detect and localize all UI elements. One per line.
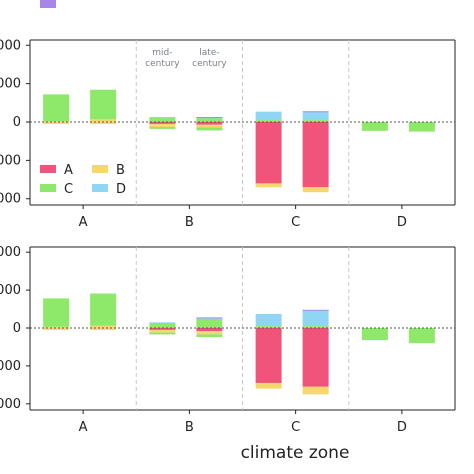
y-tick-label: 000 (0, 397, 21, 412)
y-tick-label: 000 (0, 38, 21, 53)
y-tick-label: 0 (13, 115, 21, 130)
bar-segment-A (196, 328, 223, 332)
legend-swatch (40, 165, 56, 173)
bar-segment-C (408, 328, 435, 344)
bar-segment-B (196, 125, 223, 128)
bar-segment-C (196, 118, 223, 122)
bar-segment-A (149, 122, 176, 124)
bar-segment-C (43, 298, 70, 327)
bar-segment-B (149, 329, 176, 332)
bar-segment-B (149, 125, 176, 127)
bar-segment-C (361, 328, 388, 341)
legend-swatch (40, 0, 56, 8)
bar-segment-A (255, 122, 282, 184)
bar-segment-D (149, 322, 176, 324)
period-annotation: century (145, 59, 180, 69)
bar-segment-E (196, 117, 223, 119)
bar-segment-E (302, 111, 329, 113)
x-tick-label: A (79, 215, 88, 230)
bar-segment-C (302, 120, 329, 122)
bar-segment-A (302, 122, 329, 188)
legend-label: A (64, 163, 73, 178)
bar-segment-C (196, 334, 223, 338)
y-tick-label: 000 (0, 283, 21, 298)
x-axis-label: climate zone (241, 443, 350, 463)
bar-segment-C (196, 127, 223, 131)
x-tick-label: B (185, 215, 194, 230)
bar-segment-B (302, 187, 329, 193)
bar-segment-C (43, 94, 70, 122)
legend-swatch (92, 184, 108, 192)
bar-segment-B (302, 386, 329, 395)
bar-segment-A (149, 328, 176, 330)
bar-segment-B (43, 122, 70, 124)
bar-segment-B (255, 382, 282, 389)
y-tick-label: 000 (0, 245, 21, 260)
bar-segment-D (302, 310, 329, 327)
y-tick-label: 0 (13, 321, 21, 336)
y-tick-label: 000 (0, 153, 21, 168)
bar-segment-D (255, 111, 282, 121)
legend-label: C (64, 182, 73, 197)
period-annotation: mid- (152, 48, 172, 58)
legend-label: E (64, 0, 72, 4)
period-annotation: late- (199, 48, 219, 58)
bar-segment-D (149, 117, 176, 119)
bar-segment-C (196, 318, 223, 328)
bar-segment-C (149, 126, 176, 129)
bar-segment-B (43, 328, 70, 330)
bar-segment-B (196, 124, 223, 126)
x-tick-label: C (291, 420, 300, 435)
bar-segment-B (149, 331, 176, 333)
bar-segment-B (43, 326, 70, 328)
bar-segment-C (302, 326, 329, 328)
x-tick-label: C (291, 215, 300, 230)
x-tick-label: D (397, 420, 407, 435)
legend-label: B (116, 163, 125, 178)
bar-segment-C (408, 122, 435, 132)
bar-segment-D (255, 313, 282, 327)
bar-segment-B (90, 328, 117, 330)
bar-segment-E (302, 309, 329, 311)
bar-segment-C (90, 293, 117, 326)
y-tick-label: 000 (0, 359, 21, 374)
bar-segment-A (196, 122, 223, 125)
bar-segment-B (149, 123, 176, 126)
bar-segment-A (255, 328, 282, 383)
bar-segment-C (149, 322, 176, 328)
bar-segment-C (255, 326, 282, 328)
bar-segment-E (196, 317, 223, 319)
bar-segment-C (149, 332, 176, 335)
bar-segment-B (196, 332, 223, 335)
bar-segment-D (302, 111, 329, 121)
x-tick-label: A (79, 420, 88, 435)
legend-swatch (40, 184, 56, 192)
bar-segment-B (255, 183, 282, 188)
period-annotation: century (192, 59, 227, 69)
bar-segment-B (196, 331, 223, 333)
bar-segment-C (149, 117, 176, 122)
bar-segment-C (361, 122, 388, 131)
x-tick-label: B (185, 420, 194, 435)
bar-segment-B (90, 122, 117, 124)
bar-segment-A (302, 328, 329, 387)
bar-segment-B (43, 121, 70, 123)
bar-segment-B (90, 119, 117, 122)
legend-swatch (92, 165, 108, 173)
y-tick-label: 000 (0, 192, 21, 207)
bar-segment-C (90, 89, 117, 120)
legend-label: D (116, 182, 126, 197)
y-tick-label: 000 (0, 77, 21, 92)
bar-segment-B (90, 325, 117, 328)
bar-segment-C (255, 120, 282, 122)
x-tick-label: D (397, 215, 407, 230)
